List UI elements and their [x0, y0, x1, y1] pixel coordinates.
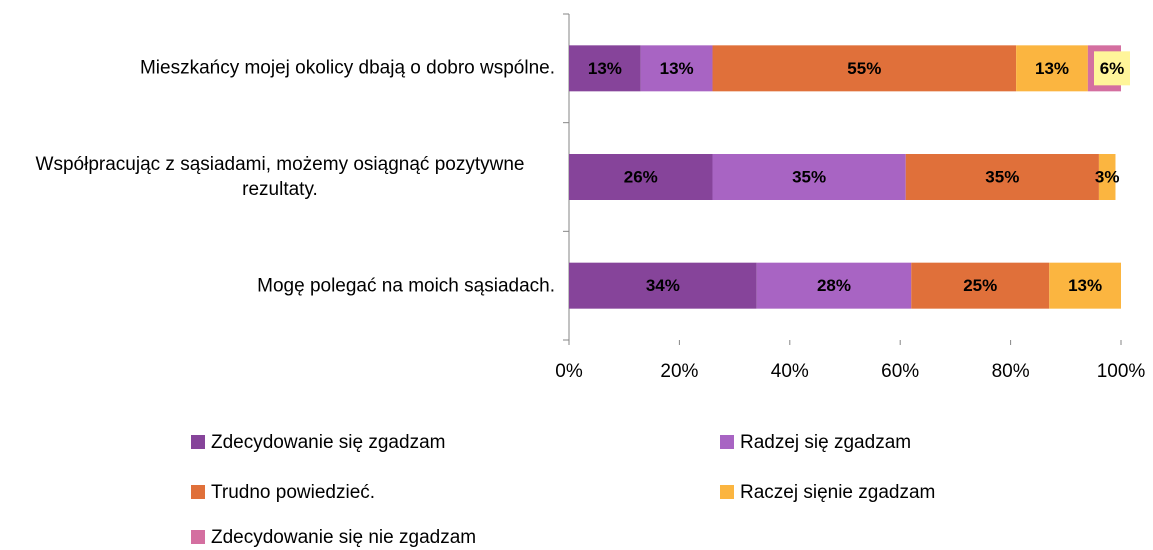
category-label: Współpracując z sąsiadami, możemy osiągn…: [35, 154, 525, 200]
bar-segment: [1049, 262, 1121, 309]
bar-segment: [905, 154, 1099, 200]
x-tick-label: 40%: [771, 361, 809, 382]
bar-segment: [712, 45, 1017, 92]
value-label: 13%: [588, 59, 622, 78]
value-label: 34%: [646, 276, 680, 295]
legend-label: Raczej sięnie zgadzam: [740, 482, 935, 503]
value-label: 13%: [660, 59, 694, 78]
legend-label: Trudno powiedzieć.: [211, 482, 375, 503]
bar-segment: [1098, 154, 1116, 200]
bar-segment: [756, 262, 912, 309]
legend-label: Radzej się zgadzam: [740, 432, 911, 453]
x-tick-label: 60%: [881, 361, 919, 382]
x-tick-label: 20%: [660, 361, 698, 382]
legend-swatch: [191, 485, 205, 499]
category-label: Mieszkańcy mojej okolicy dbają o dobro w…: [139, 57, 555, 79]
bar-segment: [911, 262, 1050, 309]
x-tick-label: 100%: [1097, 361, 1146, 382]
bar-segment: [569, 262, 757, 309]
x-tick-label: 0%: [555, 361, 583, 382]
bar-segment: [569, 154, 713, 200]
value-label: 35%: [985, 167, 1019, 186]
value-label: 55%: [847, 59, 881, 78]
value-label: 25%: [963, 276, 997, 295]
bar-segment: [1016, 45, 1088, 92]
value-label: 3%: [1095, 167, 1120, 186]
value-label: 26%: [624, 167, 658, 186]
value-label: 6%: [1100, 59, 1125, 78]
x-tick-label: 80%: [992, 361, 1030, 382]
bar-segment: [712, 154, 906, 200]
legend-swatch: [720, 485, 734, 499]
value-label: 28%: [817, 276, 851, 295]
legend-label: Zdecydowanie się nie zgadzam: [211, 527, 476, 548]
value-label: 13%: [1035, 59, 1069, 78]
value-label: 35%: [792, 167, 826, 186]
value-label: 13%: [1068, 276, 1102, 295]
bar-segment: [569, 45, 641, 92]
label-box: [1094, 51, 1130, 86]
bar-segment: [640, 45, 713, 92]
legend-swatch: [191, 530, 205, 544]
legend-swatch: [720, 435, 734, 449]
category-label: Mogę polegać na moich sąsiadach.: [257, 275, 555, 297]
legend-label: Zdecydowanie się zgadzam: [211, 432, 445, 453]
legend-swatch: [191, 435, 205, 449]
